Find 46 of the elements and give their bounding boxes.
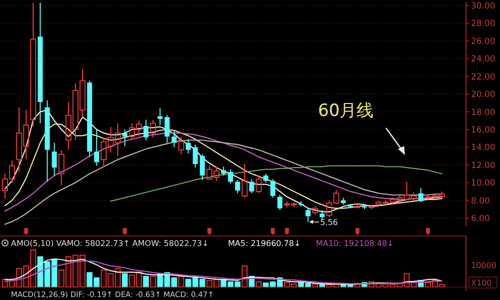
text: X100 <box>471 278 492 288</box>
bar <box>100 270 107 288</box>
candlestick <box>186 138 191 154</box>
y-tick-label: 24.00 <box>471 54 496 65</box>
y-tick-label: 26.00 <box>471 36 496 47</box>
candlestick <box>122 128 128 147</box>
candlestick <box>38 2 43 124</box>
y-tick-label: 6.00 <box>471 214 490 224</box>
y-tick-label: 10.00 <box>471 178 496 189</box>
candlestick <box>52 142 57 176</box>
y-tick-label: 30.00 <box>471 2 496 12</box>
bar <box>150 276 156 288</box>
text: 10000 <box>471 261 496 270</box>
candlestick <box>158 108 163 126</box>
bar <box>206 280 212 288</box>
text: MA10: 192108.48↓ <box>316 239 394 248</box>
bar <box>136 272 142 288</box>
y-tick-label: 14.00 <box>471 143 496 154</box>
bar <box>284 282 290 288</box>
candlestick <box>94 128 100 166</box>
y-tick-label: 28.00 <box>471 19 496 30</box>
candlestick <box>320 210 325 220</box>
bar <box>58 270 64 288</box>
candlestick <box>228 168 234 184</box>
y-tick-label: 22.00 <box>471 72 496 82</box>
bar <box>80 254 86 288</box>
y-tick-label: 12.00 <box>471 160 496 171</box>
y-tick-label: 16.00 <box>471 125 496 136</box>
bar <box>66 256 72 288</box>
bar <box>128 274 135 288</box>
candlestick <box>30 2 36 128</box>
text: MA5: 219660.78↓ <box>228 239 301 248</box>
annotation: 60月线 <box>318 101 374 121</box>
candlestick <box>192 144 198 168</box>
y-tick-label: 18.00 <box>471 108 496 118</box>
bar <box>72 254 78 288</box>
y-tick-label: 8.00 <box>471 196 490 206</box>
candlestick <box>418 187 424 203</box>
line-series <box>110 165 443 202</box>
y-tick-label: 20.00 <box>471 90 496 100</box>
candlestick <box>44 100 50 182</box>
annotation: 5.56 <box>320 218 338 227</box>
candlestick <box>340 197 346 206</box>
chart-title: AMO(5,10) VAMO: 58022.73↑ AMOW: 58022.73↓ <box>11 239 209 248</box>
candlestick <box>143 119 148 141</box>
bar <box>143 276 149 288</box>
